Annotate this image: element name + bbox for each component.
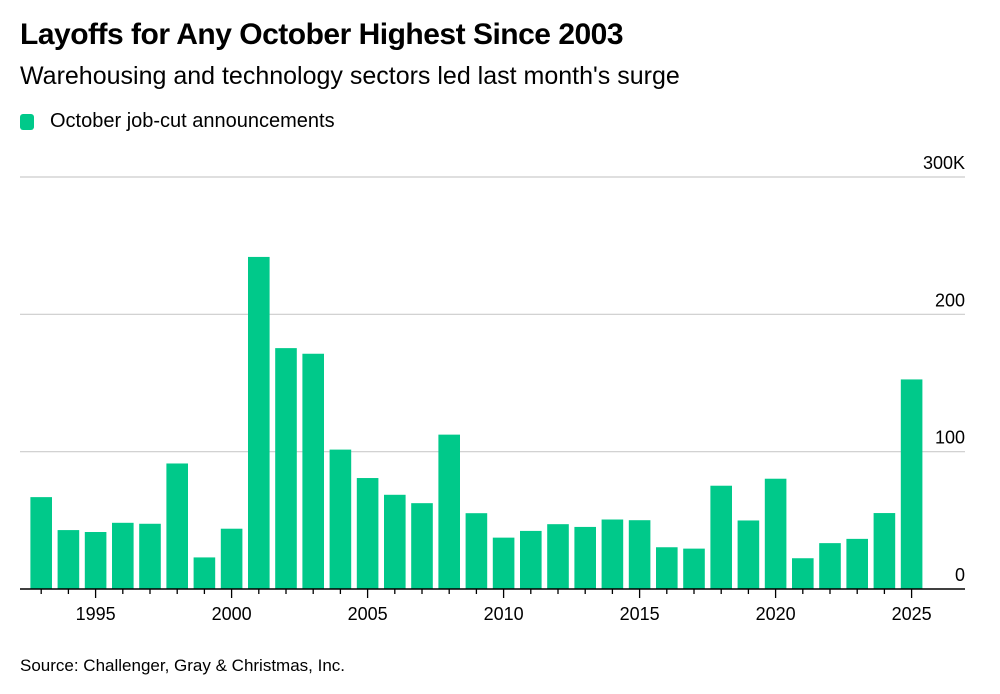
bar-2010 [492, 537, 515, 589]
bar-1995 [84, 532, 107, 589]
x-tick-label: 1995 [76, 604, 116, 624]
bar-1994 [57, 530, 80, 589]
bar-2006 [384, 494, 406, 589]
legend-swatch [20, 113, 34, 130]
bar-2021 [792, 558, 814, 589]
bar-2004 [329, 449, 352, 589]
bar-2017 [683, 548, 705, 589]
bars [30, 256, 923, 589]
x-tick-label: 2005 [348, 604, 388, 624]
bar-2023 [846, 538, 868, 589]
bar-2009 [465, 513, 488, 589]
bar-2024 [873, 513, 896, 589]
bar-2022 [819, 543, 841, 589]
legend: October job-cut announcements [20, 110, 335, 133]
bar-2019 [737, 520, 760, 589]
bar-2014 [601, 519, 624, 589]
bar-2003 [302, 353, 324, 589]
chart-subtitle: Warehousing and technology sectors led l… [20, 62, 680, 90]
x-axis: 1995 2000 2005 2010 2015 2020 2025 [20, 588, 965, 624]
chart-title: Layoffs for Any October Highest Since 20… [20, 18, 624, 51]
x-tick-label: 2015 [620, 604, 660, 624]
bar-2012 [547, 524, 569, 589]
y-tick-label: 200 [935, 290, 965, 310]
bar-2007 [411, 503, 433, 589]
x-tick-label: 2025 [892, 604, 932, 624]
bar-2011 [520, 530, 542, 589]
y-tick-label: 0 [955, 565, 965, 585]
bar-2002 [275, 348, 297, 589]
bar-2020 [764, 478, 787, 589]
bar-1996 [112, 522, 134, 589]
bar-1999 [193, 557, 216, 589]
bar-2008 [438, 434, 460, 589]
y-tick-label: 100 [935, 428, 965, 448]
bar-2015 [628, 520, 651, 589]
gridlines [20, 176, 965, 453]
bar-2000 [220, 528, 243, 589]
x-tick-label: 2010 [484, 604, 524, 624]
bar-2001 [248, 256, 270, 589]
source-note: Source: Challenger, Gray & Christmas, In… [20, 656, 346, 675]
legend-label: October job-cut announcements [50, 110, 335, 132]
bar-2005 [356, 478, 379, 589]
y-tick-label: 300K [923, 153, 965, 173]
bar-2018 [710, 485, 732, 589]
x-tick-label: 2020 [756, 604, 796, 624]
y-axis-tick-labels: 0 100 200 300K [923, 153, 965, 585]
bar-1998 [166, 463, 188, 589]
bar-2016 [656, 547, 678, 589]
bar-1993 [30, 497, 52, 589]
bar-1997 [139, 523, 161, 589]
bar-2013 [574, 526, 596, 589]
x-tick-label: 2000 [212, 604, 252, 624]
bar-2025 [900, 379, 923, 589]
